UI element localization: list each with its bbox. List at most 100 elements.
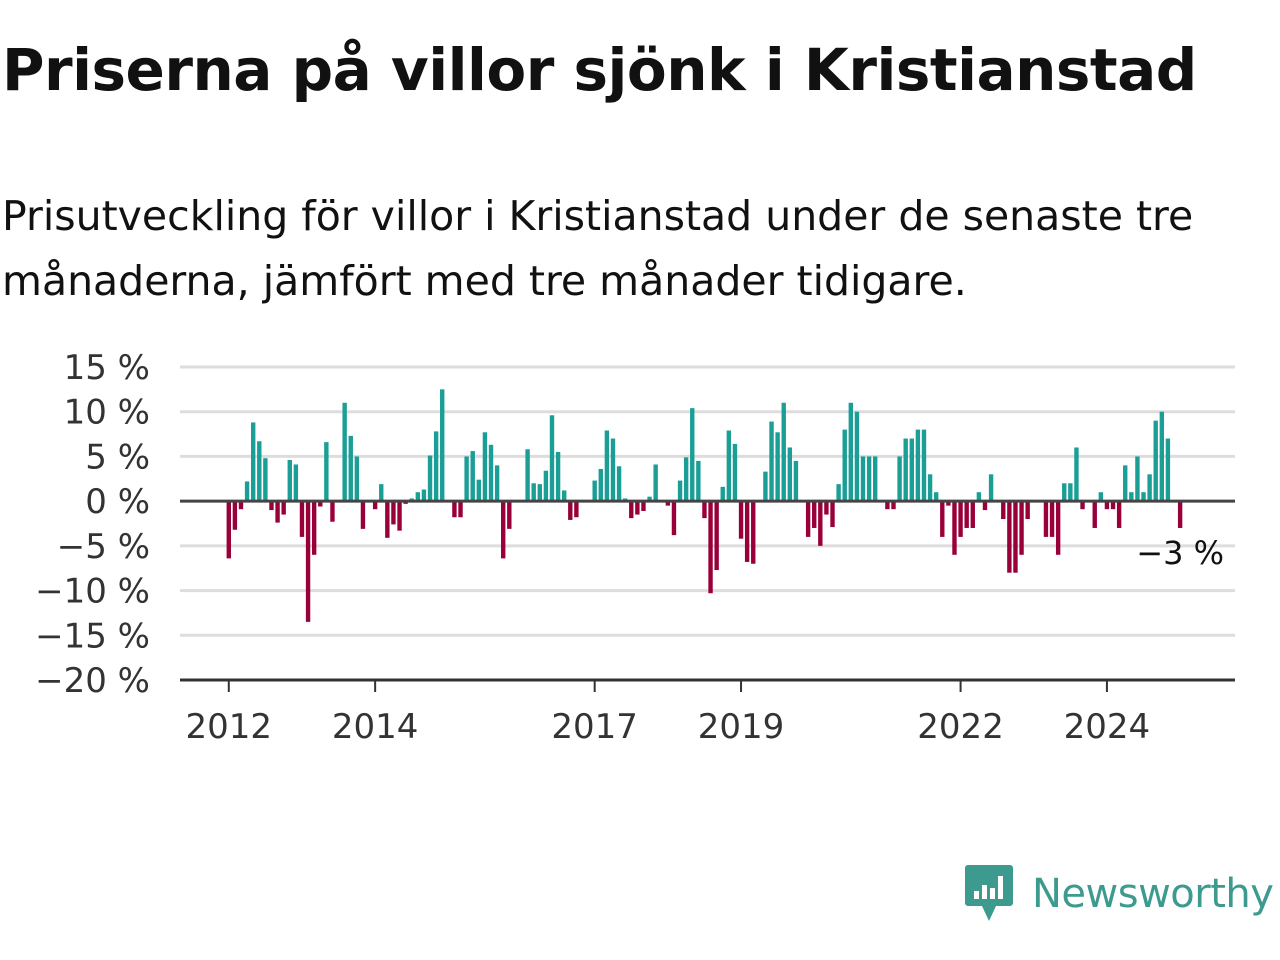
y-tick-label: 10 % — [64, 393, 150, 433]
y-tick-label: −10 % — [35, 572, 150, 612]
bar — [1098, 492, 1104, 502]
bar — [836, 484, 841, 502]
bar — [720, 486, 725, 502]
bar — [696, 460, 701, 502]
bar — [1007, 501, 1012, 573]
bar — [793, 460, 799, 502]
bar — [824, 501, 829, 515]
x-tick-label: 2017 — [551, 707, 638, 747]
bar — [433, 431, 439, 502]
bar-chart: 15 %10 %5 %0 %−5 %−10 %−15 %−20 % 2012 20… — [35, 348, 1235, 747]
bar — [360, 501, 366, 529]
bar — [525, 449, 530, 502]
bar — [1068, 483, 1073, 502]
bar — [818, 501, 823, 546]
bar — [927, 474, 933, 502]
bar — [1080, 501, 1085, 510]
bar — [769, 421, 774, 502]
bar — [647, 496, 652, 502]
bar — [702, 501, 707, 519]
bar — [555, 451, 561, 502]
bar — [946, 501, 951, 506]
bar — [1123, 465, 1128, 502]
y-tick-label: −15 % — [35, 616, 150, 656]
bar — [1104, 501, 1110, 510]
y-tick-label: −5 % — [57, 527, 150, 567]
bar — [342, 402, 347, 502]
bar — [299, 501, 305, 537]
bar — [1043, 501, 1049, 537]
bar — [1129, 492, 1134, 502]
bar — [683, 457, 689, 502]
bar — [744, 501, 750, 562]
bar — [561, 490, 567, 502]
bar — [494, 465, 500, 502]
bar — [440, 389, 445, 502]
bar — [372, 501, 378, 510]
bar — [470, 451, 475, 502]
bar — [641, 501, 646, 511]
bar — [726, 430, 732, 502]
bar — [269, 501, 274, 511]
bar — [464, 456, 469, 502]
bar — [812, 501, 817, 528]
bar — [952, 501, 957, 555]
bar — [507, 501, 512, 529]
bar — [537, 484, 542, 502]
y-tick-label: −20 % — [35, 661, 150, 701]
bar — [281, 501, 286, 515]
bar — [385, 501, 390, 538]
bar — [592, 480, 597, 502]
bar — [897, 456, 902, 502]
bar — [1013, 501, 1018, 573]
end-value-label: −3 % — [1136, 534, 1224, 572]
bar — [860, 456, 866, 502]
newsworthy-icon — [965, 865, 1013, 921]
bars — [226, 389, 1183, 622]
newsworthy-logo: Newsworthy — [964, 862, 1274, 926]
bar — [982, 501, 988, 511]
bar — [568, 501, 573, 520]
bar — [665, 501, 671, 506]
bar — [391, 501, 396, 525]
bar — [988, 474, 994, 502]
bar — [830, 501, 835, 528]
brand-name: Newsworthy — [1032, 871, 1274, 917]
bar — [257, 441, 262, 502]
bar — [1165, 438, 1171, 502]
bar — [629, 501, 634, 519]
bar — [1025, 501, 1030, 520]
bar — [787, 447, 793, 502]
y-tick-label: 15 % — [64, 348, 150, 388]
bar — [415, 492, 421, 502]
bar — [1159, 411, 1165, 502]
bar — [531, 483, 536, 502]
bar — [915, 429, 921, 502]
bar — [848, 402, 854, 502]
bar — [354, 456, 360, 502]
bar — [305, 501, 311, 622]
bar — [970, 501, 975, 528]
bar — [781, 402, 786, 502]
bar — [452, 501, 457, 518]
bar — [598, 468, 603, 502]
bar — [763, 471, 768, 502]
bar — [293, 464, 299, 502]
bar — [543, 470, 549, 502]
chart-title: Priserna på villor sjönk i Kristianstad — [2, 36, 1197, 104]
bar — [635, 501, 640, 515]
bar — [397, 501, 402, 531]
x-tick-label: 2024 — [1064, 707, 1151, 747]
y-tick-label: 5 % — [85, 437, 150, 477]
bar — [348, 435, 353, 502]
bar — [921, 429, 927, 502]
bar — [940, 501, 945, 537]
axes — [180, 499, 1235, 692]
grid-lines — [180, 365, 1235, 682]
bar — [232, 501, 238, 530]
bar — [885, 501, 890, 510]
bar — [1116, 501, 1122, 528]
bar — [476, 479, 482, 502]
bar — [958, 501, 963, 537]
bar — [501, 501, 506, 559]
